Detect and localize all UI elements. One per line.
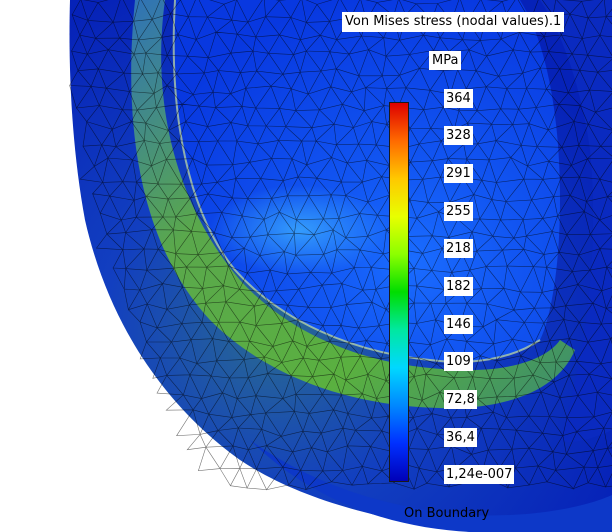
legend-tick-label: 364 — [444, 89, 473, 108]
right-shell-surface — [540, 0, 612, 442]
stress-hotspot — [210, 185, 390, 275]
legend-tick-label: 36,4 — [444, 428, 477, 447]
legend-unit: MPa — [429, 51, 462, 70]
legend-tick-label: 72,8 — [444, 390, 477, 409]
legend-tick-label: 146 — [444, 315, 473, 334]
legend-tick-label: 328 — [444, 126, 473, 145]
legend-tick-label: 291 — [444, 164, 473, 183]
legend-tick-label: 109 — [444, 352, 473, 371]
boundary-mode-label: On Boundary — [404, 506, 490, 521]
legend-tick-label: 218 — [444, 239, 473, 258]
legend-tick-label: 182 — [444, 277, 473, 296]
fillet-ring-surface — [131, 0, 575, 409]
legend-tick-label: 255 — [444, 202, 473, 221]
lower-lip-surface — [250, 440, 612, 532]
legend-title: Von Mises stress (nodal values).1 — [342, 12, 565, 32]
legend-tick-label: 1,24e-007 — [444, 465, 515, 484]
legend-color-bar — [389, 102, 409, 482]
